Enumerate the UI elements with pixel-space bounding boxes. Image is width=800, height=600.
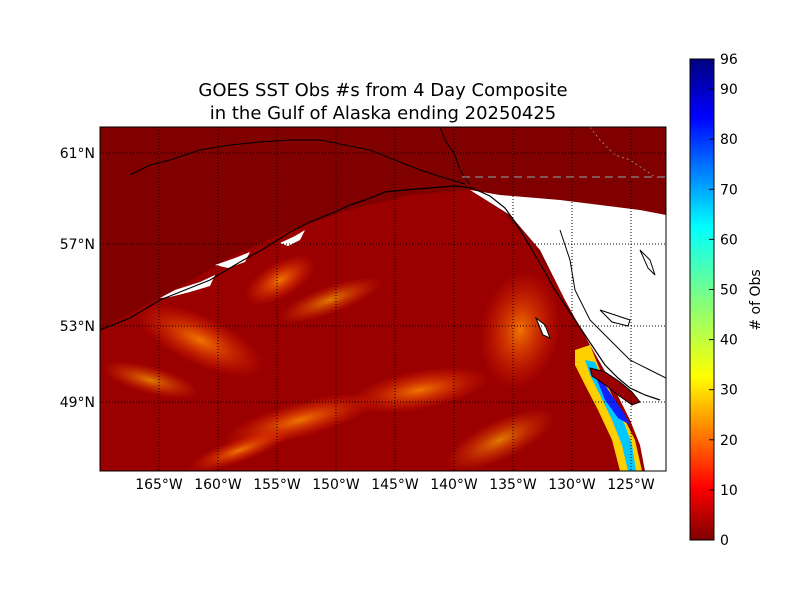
lon-label: 165°W: [135, 477, 183, 493]
colorbar-tick-label: 10: [720, 483, 738, 499]
colorbar-tick-label: 30: [720, 383, 738, 399]
colorbar-label: # of Obs: [748, 269, 764, 330]
lat-label: 53°N: [60, 319, 95, 335]
map-title-line-1: GOES SST Obs #s from 4 Day Composite: [198, 80, 568, 101]
colorbar-tick-label: 20: [720, 433, 738, 449]
colorbar-tick-label: 60: [720, 232, 738, 248]
colorbar-tick-label: 0: [720, 533, 729, 549]
lon-label: 150°W: [312, 477, 360, 493]
colorbar-tick-label: 40: [720, 333, 738, 349]
colorbar-tick-label: 80: [720, 132, 738, 148]
lat-label: 61°N: [60, 146, 95, 162]
colorbar-tick-label: 50: [720, 282, 738, 298]
lon-label: 130°W: [548, 477, 596, 493]
lon-label: 135°W: [489, 477, 537, 493]
lon-label: 155°W: [253, 477, 301, 493]
lat-label: 57°N: [60, 237, 95, 253]
lon-label: 140°W: [430, 477, 478, 493]
colorbar-ticks: 0 10 20 30 40 50 60 70 80 90 96: [709, 52, 738, 549]
lat-label: 49°N: [60, 395, 95, 411]
lon-label: 145°W: [371, 477, 419, 493]
colorbar-tick-label: 90: [720, 82, 738, 98]
map-frame: [99, 126, 667, 472]
map-title-line-2: in the Gulf of Alaska ending 20250425: [209, 103, 557, 124]
colorbar: [689, 58, 715, 541]
colorbar-tick-label: 70: [720, 182, 738, 198]
lon-label: 125°W: [607, 477, 655, 493]
sst-obs-field: [100, 127, 666, 471]
lon-label: 160°W: [194, 477, 242, 493]
colorbar-tick-label: 96: [720, 52, 738, 68]
